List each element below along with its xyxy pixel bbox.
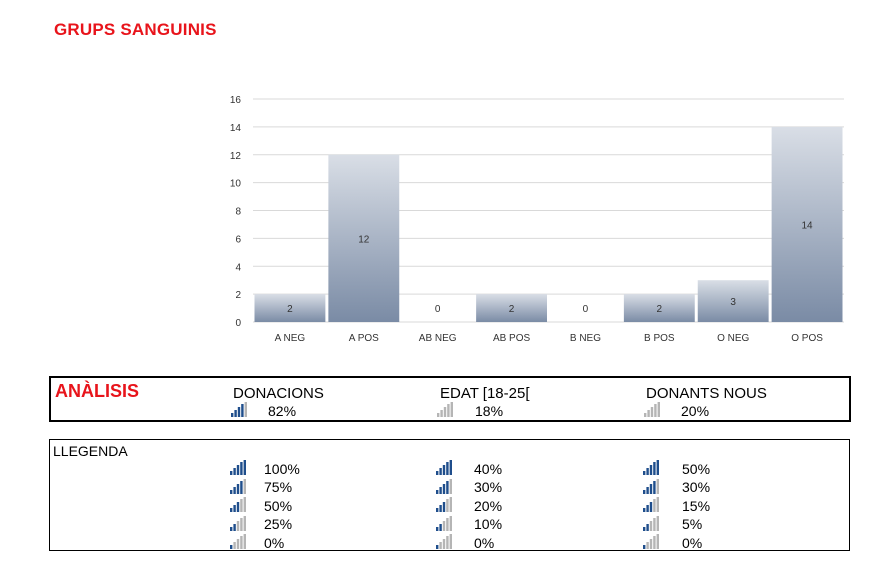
donants-nous-label: DONANTS NOUS [646, 385, 767, 402]
data-label: 14 [802, 220, 814, 231]
donacions-label: DONACIONS [233, 385, 324, 402]
blood-group-bar-chart: 0 2 4 6 8 10 12 14 16 2 12 0 2 0 2 3 14 A NEG A POS AB NE… [230, 95, 844, 344]
bar [623, 294, 695, 322]
gridlines [253, 98, 844, 323]
y-tick-label: 8 [235, 207, 241, 218]
bar [328, 154, 400, 322]
edat-value: 18% [475, 403, 504, 419]
legend-value: 15% [682, 497, 711, 514]
bars [254, 126, 843, 322]
signal-bars-icon [437, 402, 454, 417]
legend-value: 0% [474, 534, 495, 551]
bar [771, 126, 843, 322]
signal-bars-icon [230, 497, 247, 513]
signal-bars-icon [643, 515, 660, 531]
data-label: 0 [583, 304, 589, 315]
y-tick-label: 2 [235, 290, 241, 301]
y-tick-label: 16 [230, 95, 242, 106]
signal-bars-icon [230, 534, 247, 550]
signal-bars-icon [231, 402, 248, 417]
legend-value: 50% [264, 497, 293, 514]
edat-label: EDAT [18-25[ [440, 385, 530, 402]
analysis-panel: ANÀLISIS DONACIONS 82% EDAT [18-25[ 18% … [49, 376, 851, 422]
legend-value: 30% [474, 479, 503, 496]
legend-value: 100% [264, 460, 300, 477]
analysis-title: ANÀLISIS [55, 381, 140, 401]
signal-bars-icon [230, 460, 247, 475]
signal-bars-icon [643, 460, 660, 475]
legend-value: 75% [264, 479, 293, 496]
x-tick-label: A NEG [275, 333, 306, 344]
legend-value: 10% [474, 516, 503, 533]
legend-value: 25% [264, 516, 293, 533]
data-labels: 2 12 0 2 0 2 3 14 [287, 220, 813, 315]
x-tick-label: AB POS [493, 333, 531, 344]
x-tick-label: A POS [349, 333, 379, 344]
data-label: 2 [657, 304, 663, 315]
signal-bars-icon [643, 497, 660, 513]
legend-panel: LLEGENDA 100% 75% 50% 25% 0% 40% 30% 20% 10% 0% 50… [49, 439, 850, 551]
page-title: GRUPS SANGUINIS [54, 20, 217, 39]
data-label: 0 [435, 304, 441, 315]
x-tick-label: O POS [791, 333, 823, 344]
y-tick-label: 14 [230, 123, 242, 134]
y-tick-label: 4 [235, 262, 241, 273]
y-tick-label: 0 [235, 318, 241, 329]
y-tick-label: 6 [235, 234, 241, 245]
signal-bars-icon [644, 402, 661, 417]
signal-bars-icon [643, 478, 660, 494]
x-tick-label: B POS [644, 333, 675, 344]
legend-value: 50% [682, 460, 711, 477]
signal-bars-icon [230, 515, 247, 531]
legend-value: 0% [682, 534, 703, 551]
bar [476, 294, 547, 322]
signal-bars-icon [436, 478, 453, 494]
bar [697, 280, 769, 322]
legend-value: 5% [682, 516, 703, 533]
signal-bars-icon [436, 497, 453, 513]
signal-bars-icon [436, 515, 453, 531]
legend-value: 30% [682, 479, 711, 496]
y-tick-label: 12 [230, 151, 242, 162]
bar [254, 294, 326, 322]
x-tick-label: B NEG [570, 333, 601, 344]
signal-bars-icon [436, 534, 453, 550]
x-tick-label: O NEG [717, 333, 749, 344]
y-tick-label: 10 [230, 179, 242, 190]
data-label: 2 [287, 304, 293, 315]
data-label: 2 [509, 304, 515, 315]
signal-bars-icon [230, 478, 247, 494]
donacions-value: 82% [268, 403, 297, 419]
legend-value: 0% [264, 534, 285, 551]
legend-value: 20% [474, 497, 503, 514]
legend-value: 40% [474, 460, 503, 477]
data-label: 3 [730, 297, 736, 308]
donants-nous-value: 20% [681, 403, 710, 419]
x-tick-labels: A NEG A POS AB NEG AB POS B NEG B POS O NEG O P… [275, 333, 824, 344]
signal-bars-icon [436, 460, 453, 475]
y-tick-labels: 0 2 4 6 8 10 12 14 16 [230, 95, 242, 329]
legend-title: LLEGENDA [53, 443, 128, 459]
x-tick-label: AB NEG [419, 333, 457, 344]
signal-bars-icon [643, 534, 660, 550]
data-label: 12 [358, 234, 370, 245]
